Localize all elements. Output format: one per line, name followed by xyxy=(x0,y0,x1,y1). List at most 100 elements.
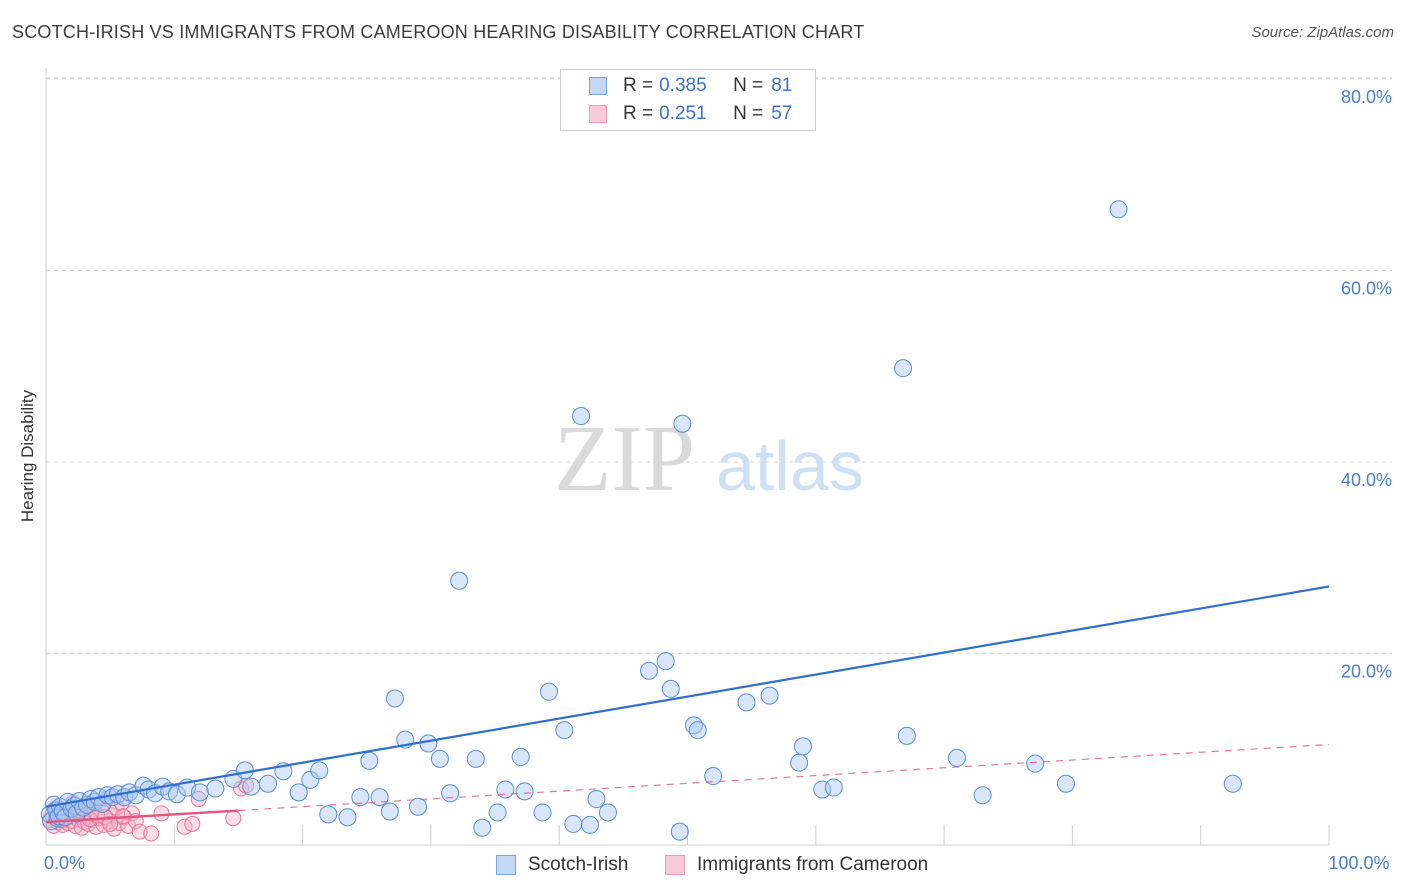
legend-swatch-pink xyxy=(589,105,607,123)
bottom-legend-swatch-pink xyxy=(665,855,685,875)
data-point-scotch-irish xyxy=(515,782,534,801)
data-point-scotch-irish xyxy=(572,407,591,426)
legend-swatch-blue xyxy=(589,77,607,95)
watermark-atlas: atlas xyxy=(716,427,864,505)
y-tick-label: 40.0% xyxy=(1341,470,1392,490)
data-point-scotch-irish xyxy=(1056,774,1075,793)
legend-r-label: R = xyxy=(623,75,654,96)
data-point-scotch-irish xyxy=(580,815,599,834)
trend-line-scotch-irish xyxy=(45,585,1330,808)
data-point-scotch-irish xyxy=(235,761,254,780)
y-tick-label: 20.0% xyxy=(1341,662,1392,682)
legend-row-scotch-irish: R = 0.385 N = 81 xyxy=(589,73,792,99)
watermark-zip: ZIP xyxy=(554,407,695,511)
data-point-cameroon xyxy=(102,815,119,832)
data-point-scotch-irish xyxy=(488,803,507,822)
trend-line-cameroon-projection xyxy=(238,743,1330,812)
data-point-scotch-irish xyxy=(1026,754,1045,773)
data-point-scotch-irish xyxy=(670,822,689,841)
data-point-scotch-irish xyxy=(441,784,460,803)
data-point-scotch-irish xyxy=(289,783,308,802)
data-point-scotch-irish xyxy=(737,693,756,712)
data-point-scotch-irish xyxy=(656,652,675,671)
data-point-scotch-irish xyxy=(897,726,916,745)
data-point-scotch-irish xyxy=(206,779,225,798)
bottom-legend-swatch-blue xyxy=(496,855,516,875)
data-point-scotch-irish xyxy=(688,721,707,740)
data-point-scotch-irish xyxy=(360,751,379,770)
data-point-scotch-irish xyxy=(93,794,112,813)
data-point-scotch-irish xyxy=(351,788,370,807)
y-tick-label: 80.0% xyxy=(1341,87,1392,107)
data-point-scotch-irish xyxy=(385,689,404,708)
trend-lines xyxy=(45,585,1330,824)
x-tick-label: 0.0% xyxy=(44,853,85,873)
x-tick-labels: 0.0% 100.0% xyxy=(44,853,1390,873)
data-point-scotch-irish xyxy=(419,734,438,753)
bottom-legend-scotch-irish: Scotch-Irish xyxy=(496,852,628,878)
data-point-scotch-irish xyxy=(466,749,485,768)
grid-layer xyxy=(45,68,1392,846)
data-point-scotch-irish xyxy=(301,770,320,789)
data-point-scotch-irish xyxy=(973,786,992,805)
data-point-scotch-irish xyxy=(533,803,552,822)
data-point-scotch-irish xyxy=(190,783,209,802)
legend-r-value: 0.251 xyxy=(659,103,707,124)
data-point-scotch-irish xyxy=(258,774,277,793)
data-point-scotch-irish xyxy=(793,737,812,756)
data-point-scotch-irish xyxy=(790,753,809,772)
data-point-scotch-irish xyxy=(370,788,389,807)
data-point-cameroon xyxy=(225,810,242,827)
data-point-scotch-irish xyxy=(661,679,680,698)
bottom-legend-label: Immigrants from Cameroon xyxy=(697,854,929,875)
data-point-cameroon xyxy=(143,825,160,842)
legend-r-label: R = xyxy=(623,103,654,124)
data-point-scotch-irish xyxy=(496,780,515,799)
data-point-scotch-irish xyxy=(1223,774,1242,793)
y-tick-label: 60.0% xyxy=(1341,279,1392,299)
y-axis-title: Hearing Disability xyxy=(18,389,37,522)
data-point-scotch-irish xyxy=(673,414,692,433)
data-point-scotch-irish xyxy=(167,785,186,804)
data-point-cameroon xyxy=(153,805,170,822)
legend-n-label: N = xyxy=(733,103,764,124)
x-tick-label: 100.0% xyxy=(1328,853,1389,873)
data-point-scotch-irish xyxy=(1109,200,1128,219)
legend-r-value: 0.385 xyxy=(659,75,707,96)
data-point-scotch-irish xyxy=(430,749,449,768)
trend-line-cameroon xyxy=(45,809,239,824)
data-point-scotch-irish xyxy=(947,748,966,767)
data-point-cameroon xyxy=(190,791,207,808)
data-point-scotch-irish xyxy=(409,797,428,816)
data-point-scotch-irish xyxy=(760,686,779,705)
data-point-scotch-irish xyxy=(338,808,357,827)
legend-n-label: N = xyxy=(733,75,764,96)
data-point-scotch-irish xyxy=(450,571,469,590)
legend-row-cameroon: R = 0.251 N = 57 xyxy=(589,101,792,127)
data-point-scotch-irish xyxy=(511,747,530,766)
data-point-scotch-irish xyxy=(555,721,574,740)
data-point-scotch-irish xyxy=(242,777,261,796)
legend-n-value: 57 xyxy=(771,103,793,124)
data-point-scotch-irish xyxy=(310,761,329,780)
data-point-scotch-irish xyxy=(824,778,843,797)
legend-n-value: 81 xyxy=(771,75,793,96)
data-point-scotch-irish xyxy=(319,805,338,824)
watermark: ZIP atlas xyxy=(554,407,864,511)
data-point-scotch-irish xyxy=(564,814,583,833)
source-label: Source: ZipAtlas.com xyxy=(1251,24,1394,41)
y-tick-labels: 20.0% 40.0% 60.0% 80.0% xyxy=(1341,87,1392,682)
bottom-legend-cameroon: Immigrants from Cameroon xyxy=(665,852,928,878)
data-point-scotch-irish xyxy=(598,803,617,822)
legend: R = 0.385 N = 81 R = 0.251 N = 57 xyxy=(560,69,816,131)
chart-title: SCOTCH-IRISH VS IMMIGRANTS FROM CAMEROON… xyxy=(12,22,865,42)
bottom-legend-label: Scotch-Irish xyxy=(528,854,629,875)
data-point-cameroon xyxy=(131,823,148,840)
data-point-scotch-irish xyxy=(473,818,492,837)
data-point-scotch-irish xyxy=(704,767,723,786)
data-point-scotch-irish xyxy=(380,802,399,821)
data-point-scotch-irish xyxy=(539,682,558,701)
data-point-scotch-irish xyxy=(813,780,832,799)
data-point-scotch-irish xyxy=(640,661,659,680)
